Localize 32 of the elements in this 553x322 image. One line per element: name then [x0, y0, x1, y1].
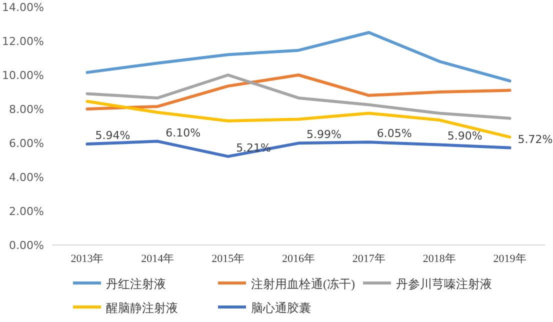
legend-label: 脑心通胶囊	[251, 301, 311, 315]
data-label: 5.72%	[518, 132, 553, 146]
x-tick-label: 2013年	[70, 253, 104, 265]
x-tick-label: 2015年	[212, 253, 245, 265]
data-label: 5.90%	[447, 130, 482, 143]
legend-label: 注射用血栓通(冻干)	[251, 277, 355, 291]
y-tick-label: 14.00%	[2, 1, 44, 14]
data-label: 6.05%	[376, 127, 412, 140]
data-label: 6.10%	[166, 126, 201, 140]
x-tick-label: 2019年	[493, 253, 526, 265]
y-tick-label: 6.00%	[9, 137, 44, 150]
line-series	[86, 74, 512, 110]
line-series	[86, 31, 512, 82]
y-tick-label: 4.00%	[9, 171, 44, 184]
x-tick-label: 2017年	[352, 253, 386, 265]
y-tick-label: 10.00%	[2, 69, 44, 82]
y-tick-label: 8.00%	[9, 103, 44, 116]
data-label: 5.94%	[95, 129, 130, 142]
legend-label: 醒脑静注射液	[106, 301, 178, 315]
y-tick-label: 2.00%	[9, 205, 44, 218]
y-tick-label: 0.00%	[9, 239, 44, 252]
legend-label: 丹参川芎嗪注射液	[396, 277, 492, 291]
x-tick-label: 2018年	[422, 253, 456, 265]
line-series	[86, 100, 512, 139]
y-tick-label: 12.00%	[2, 35, 44, 48]
x-tick-label: 2016年	[282, 253, 315, 265]
x-tick-label: 2014年	[141, 253, 174, 265]
line-series	[86, 140, 512, 158]
data-label: 5.99%	[306, 128, 342, 142]
data-label: 5.21%	[236, 141, 272, 154]
line-series	[86, 74, 512, 120]
legend-label: 丹红注射液	[106, 277, 166, 291]
